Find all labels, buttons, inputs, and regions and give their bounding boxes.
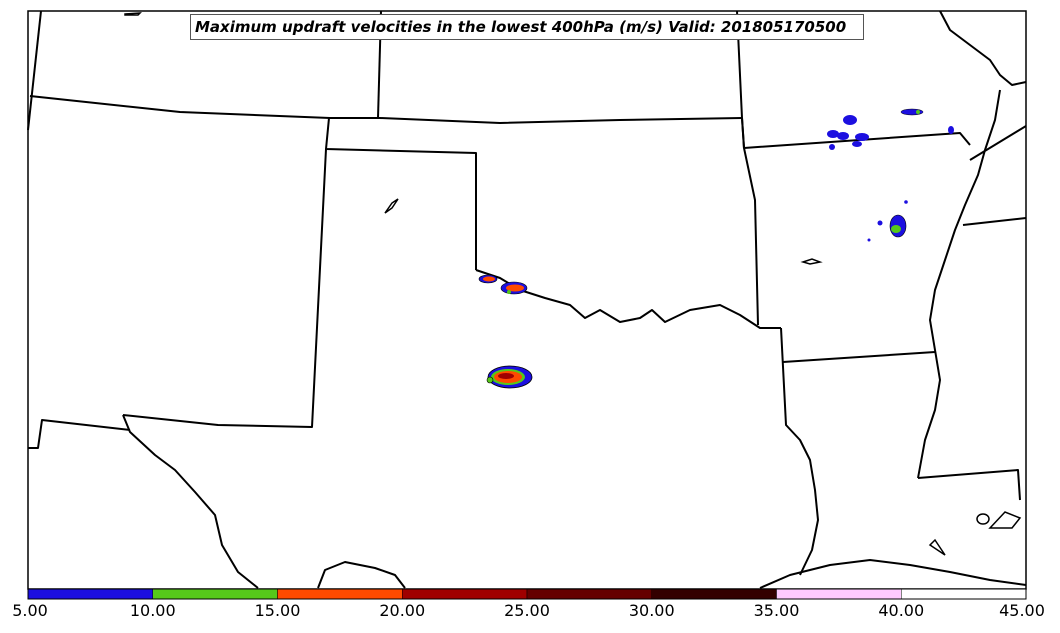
storm-cell-missouri bbox=[827, 108, 954, 150]
map-title: Maximum updraft velocities in the lowest… bbox=[190, 14, 864, 40]
colorbar-tick-label: 35.00 bbox=[753, 601, 800, 620]
colorbar bbox=[27, 588, 1027, 600]
colorbar-tick-label: 45.00 bbox=[999, 601, 1045, 620]
colorbar-bin-4 bbox=[526, 588, 652, 600]
colorbar-bin-5 bbox=[651, 588, 777, 600]
colorbar-bin-1 bbox=[152, 588, 278, 600]
colorbar-bin-0 bbox=[27, 588, 153, 600]
colorbar-bin-6 bbox=[776, 588, 902, 600]
colorbar-tick-label: 40.00 bbox=[878, 601, 925, 620]
storm-cell-red-river bbox=[478, 274, 528, 295]
colorbar-tick-label: 15.00 bbox=[254, 601, 301, 620]
colorbar-tick-label: 10.00 bbox=[129, 601, 176, 620]
storm-cell-arkansas bbox=[867, 200, 908, 242]
colorbar-tick-label: 25.00 bbox=[504, 601, 550, 620]
colorbar-tick-label: 30.00 bbox=[628, 601, 675, 620]
map-frame bbox=[27, 10, 1027, 590]
storm-cells bbox=[478, 108, 954, 389]
storm-cell-central-texas bbox=[486, 365, 533, 389]
colorbar-bin-7 bbox=[901, 588, 1027, 600]
state-borders bbox=[27, 10, 1027, 589]
lakes bbox=[124, 12, 1022, 556]
colorbar-frame bbox=[27, 588, 1027, 600]
colorbar-tick-label: 5.00 bbox=[12, 601, 48, 620]
colorbar-tick-label: 20.00 bbox=[379, 601, 426, 620]
colorbar-bin-2 bbox=[277, 588, 403, 600]
colorbar-bin-3 bbox=[402, 588, 528, 600]
